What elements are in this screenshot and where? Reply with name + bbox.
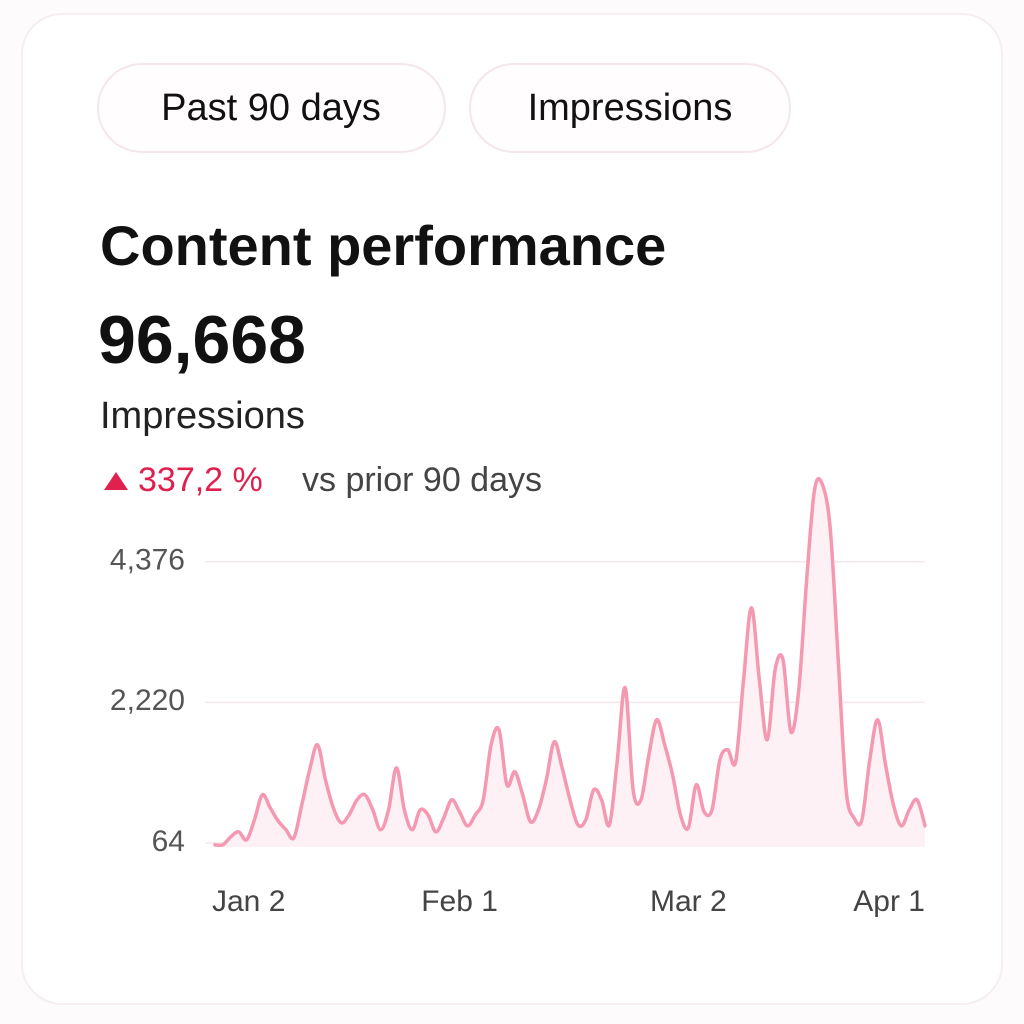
change: 337,2 % (138, 461, 263, 499)
series-line (213, 476, 927, 848)
y-tick-label: 64 (152, 825, 185, 858)
up-arrow (104, 472, 128, 490)
title: Content performance (100, 214, 666, 277)
metric: Impressions (100, 395, 305, 437)
x-tick-label: Apr 1 (853, 885, 925, 918)
comparison: vs prior 90 days (302, 461, 542, 499)
filter-label[interactable]: Past 90 days (161, 87, 381, 129)
x-tick-label: Mar 2 (650, 885, 727, 918)
x-tick-label: Jan 2 (212, 885, 285, 918)
y-tick-label: 4,376 (110, 544, 185, 577)
x-tick-label: Feb 1 (421, 885, 498, 918)
area-fill (215, 478, 925, 847)
total: 96,668 (98, 302, 306, 378)
filter-pill[interactable] (469, 63, 791, 153)
filter-label[interactable]: Impressions (528, 87, 733, 129)
y-tick-label: 2,220 (110, 684, 185, 717)
filter-pill[interactable] (97, 63, 446, 153)
